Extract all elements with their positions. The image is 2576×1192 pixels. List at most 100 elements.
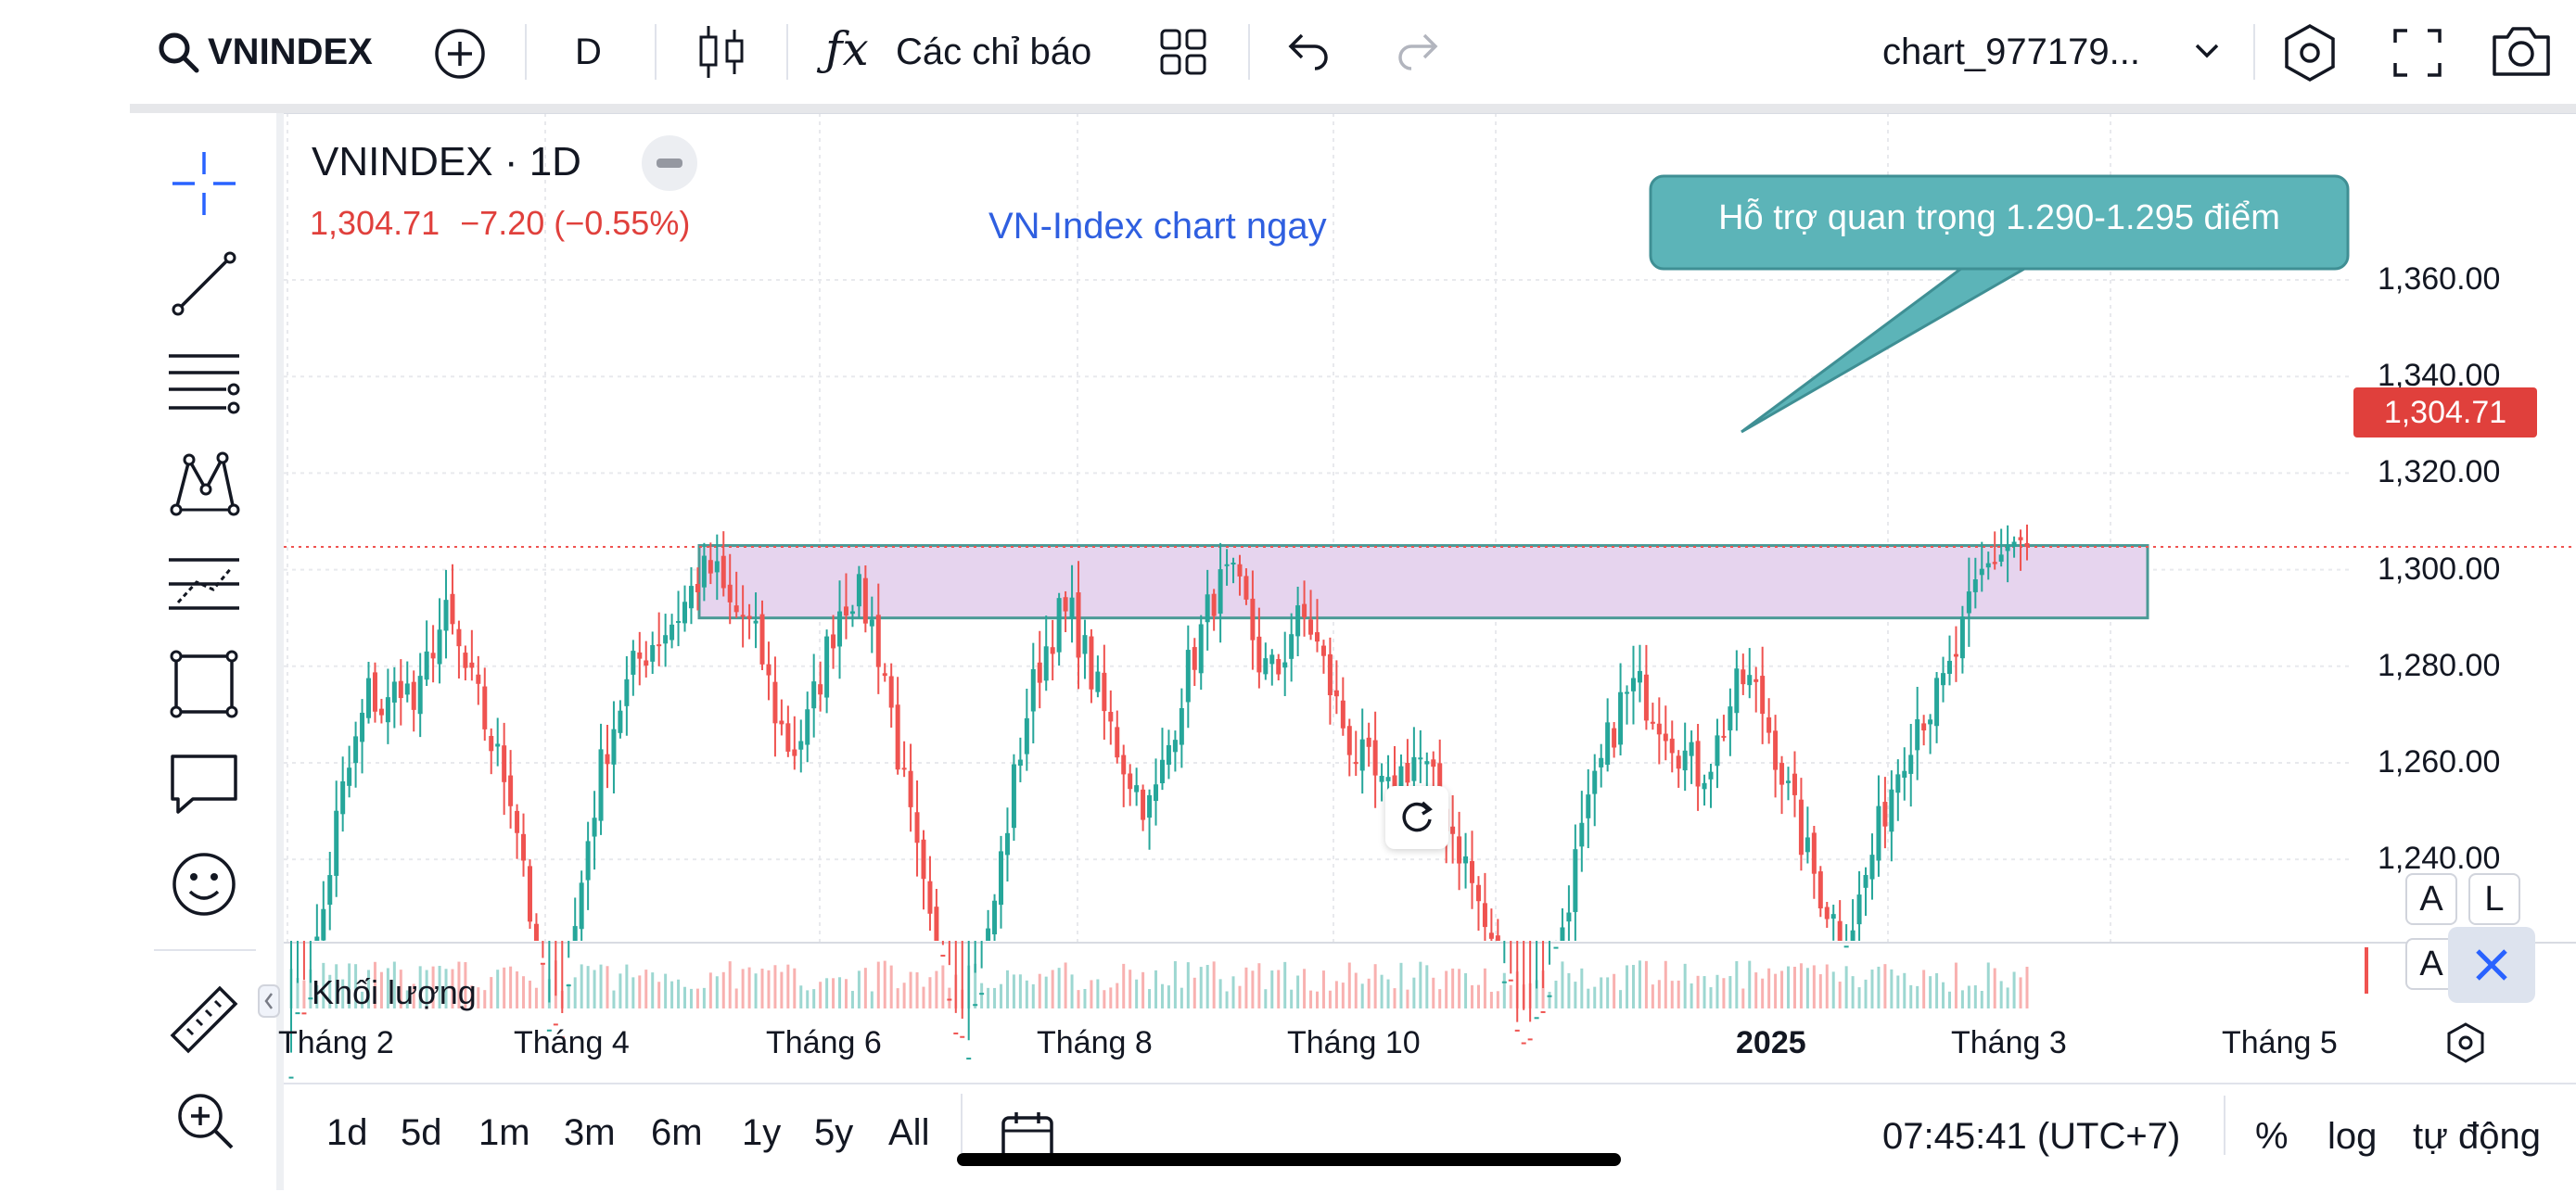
settings-icon[interactable] bbox=[2279, 22, 2340, 83]
candle-type-icon[interactable] bbox=[695, 22, 747, 82]
range-button-1y[interactable]: 1y bbox=[742, 1112, 782, 1153]
range-button-all[interactable]: All bbox=[888, 1112, 930, 1153]
callout-text[interactable]: Hỗ trợ quan trọng 1.290-1.295 điểm bbox=[1718, 198, 2280, 237]
volume-bar bbox=[1012, 974, 1015, 1008]
close-button[interactable] bbox=[2448, 927, 2535, 1003]
volume-bar bbox=[1903, 972, 1906, 1008]
undo-icon[interactable] bbox=[1287, 30, 1332, 70]
volume-bar bbox=[1535, 980, 1538, 1008]
volume-bar bbox=[1116, 983, 1119, 1008]
candle bbox=[1017, 759, 1023, 767]
redo-icon[interactable] bbox=[1395, 30, 1439, 70]
volume-bar bbox=[948, 987, 951, 1008]
interval-button[interactable]: D bbox=[575, 32, 602, 72]
candle bbox=[1553, 946, 1559, 949]
price-chart[interactable] bbox=[284, 113, 2576, 1083]
candle bbox=[1941, 673, 1946, 686]
range-button-5y[interactable]: 5y bbox=[814, 1112, 854, 1153]
search-icon[interactable] bbox=[156, 30, 200, 74]
volume-bar bbox=[631, 977, 635, 1008]
chevron-down-icon[interactable] bbox=[2194, 43, 2220, 59]
fullscreen-icon[interactable] bbox=[2392, 28, 2442, 78]
collapse-legend-icon[interactable] bbox=[640, 133, 699, 193]
candle bbox=[1050, 647, 1055, 654]
candle bbox=[385, 697, 390, 723]
candle bbox=[1547, 995, 1552, 997]
candle bbox=[1915, 719, 1920, 751]
prediction-icon[interactable] bbox=[165, 545, 243, 623]
fib-retracement-icon[interactable] bbox=[165, 345, 243, 423]
candle bbox=[670, 624, 675, 640]
candle bbox=[424, 651, 429, 680]
function-icon[interactable]: ƒx bbox=[825, 22, 869, 76]
pattern-icon[interactable] bbox=[165, 445, 243, 523]
volume-bar bbox=[715, 976, 719, 1008]
support-zone[interactable] bbox=[697, 544, 2149, 620]
comment-icon[interactable] bbox=[165, 745, 243, 823]
layout-name[interactable]: chart_977179... bbox=[1882, 32, 2140, 72]
candle bbox=[308, 997, 313, 1000]
candle bbox=[1424, 761, 1430, 765]
candle bbox=[837, 611, 843, 647]
volume-bar bbox=[812, 989, 816, 1008]
volume-bar bbox=[289, 969, 293, 1008]
collapse-toolbar-icon[interactable] bbox=[258, 984, 280, 1018]
candle bbox=[533, 923, 539, 941]
volume-bar bbox=[348, 963, 351, 1008]
candle bbox=[1656, 723, 1662, 735]
candle bbox=[1488, 932, 1494, 939]
volume-bar bbox=[1018, 974, 1022, 1008]
candle bbox=[508, 775, 514, 806]
clock[interactable]: 07:45:41 (UTC+7) bbox=[1882, 1116, 2181, 1157]
volume-bar bbox=[832, 978, 835, 1008]
axis-settings-icon[interactable] bbox=[2444, 1021, 2487, 1064]
symbol-search[interactable]: VNINDEX bbox=[208, 32, 373, 72]
volume-bar bbox=[1212, 961, 1216, 1008]
rectangle-icon[interactable] bbox=[165, 645, 243, 723]
crosshair-icon[interactable] bbox=[165, 145, 243, 222]
volume-bar bbox=[1432, 977, 1435, 1008]
auto-button[interactable]: tự động bbox=[2413, 1116, 2541, 1157]
trend-line-icon[interactable] bbox=[165, 245, 243, 323]
range-button-1m[interactable]: 1m bbox=[478, 1112, 530, 1153]
emoji-icon[interactable] bbox=[165, 845, 243, 923]
candle bbox=[1792, 773, 1797, 795]
volume-bar bbox=[1761, 978, 1765, 1008]
volume-bar bbox=[1360, 983, 1364, 1008]
candle bbox=[1612, 728, 1617, 748]
templates-icon[interactable] bbox=[1159, 28, 1207, 76]
candle bbox=[869, 619, 874, 627]
percent-scale-button[interactable]: % bbox=[2255, 1116, 2289, 1157]
candle bbox=[811, 681, 817, 709]
candle bbox=[598, 749, 604, 821]
indicators-button[interactable]: Các chỉ báo bbox=[896, 32, 1092, 72]
time-tick-label: Tháng 4 bbox=[514, 1025, 630, 1060]
callout-box[interactable] bbox=[1649, 174, 2350, 271]
chart-note[interactable]: VN-Index chart ngay bbox=[988, 206, 1327, 247]
range-button-6m[interactable]: 6m bbox=[651, 1112, 703, 1153]
camera-icon[interactable] bbox=[2491, 24, 2552, 78]
range-button-1d[interactable]: 1d bbox=[326, 1112, 368, 1153]
candle bbox=[360, 712, 365, 742]
volume-bar bbox=[386, 968, 389, 1008]
zoom-in-icon[interactable] bbox=[165, 1081, 243, 1159]
log-button[interactable]: log bbox=[2327, 1116, 2378, 1157]
ruler-icon[interactable] bbox=[165, 981, 243, 1059]
volume-bar bbox=[1122, 963, 1126, 1008]
candle bbox=[1172, 740, 1178, 753]
range-button-3m[interactable]: 3m bbox=[564, 1112, 616, 1153]
volume-bar bbox=[1057, 968, 1061, 1008]
candle bbox=[540, 962, 545, 965]
candle bbox=[1766, 716, 1772, 733]
candle bbox=[657, 644, 662, 647]
volume-bar bbox=[1367, 978, 1371, 1008]
volume-bar bbox=[1690, 983, 1693, 1008]
range-button-5d[interactable]: 5d bbox=[401, 1112, 442, 1153]
auto-scale-button[interactable]: A bbox=[2405, 873, 2457, 925]
volume-bar bbox=[1419, 961, 1422, 1008]
add-symbol-icon[interactable] bbox=[432, 26, 488, 82]
volume-bar bbox=[490, 977, 493, 1008]
reset-chart-button[interactable] bbox=[1385, 786, 1448, 849]
log-scale-button[interactable]: L bbox=[2468, 873, 2520, 925]
candle bbox=[366, 678, 372, 718]
